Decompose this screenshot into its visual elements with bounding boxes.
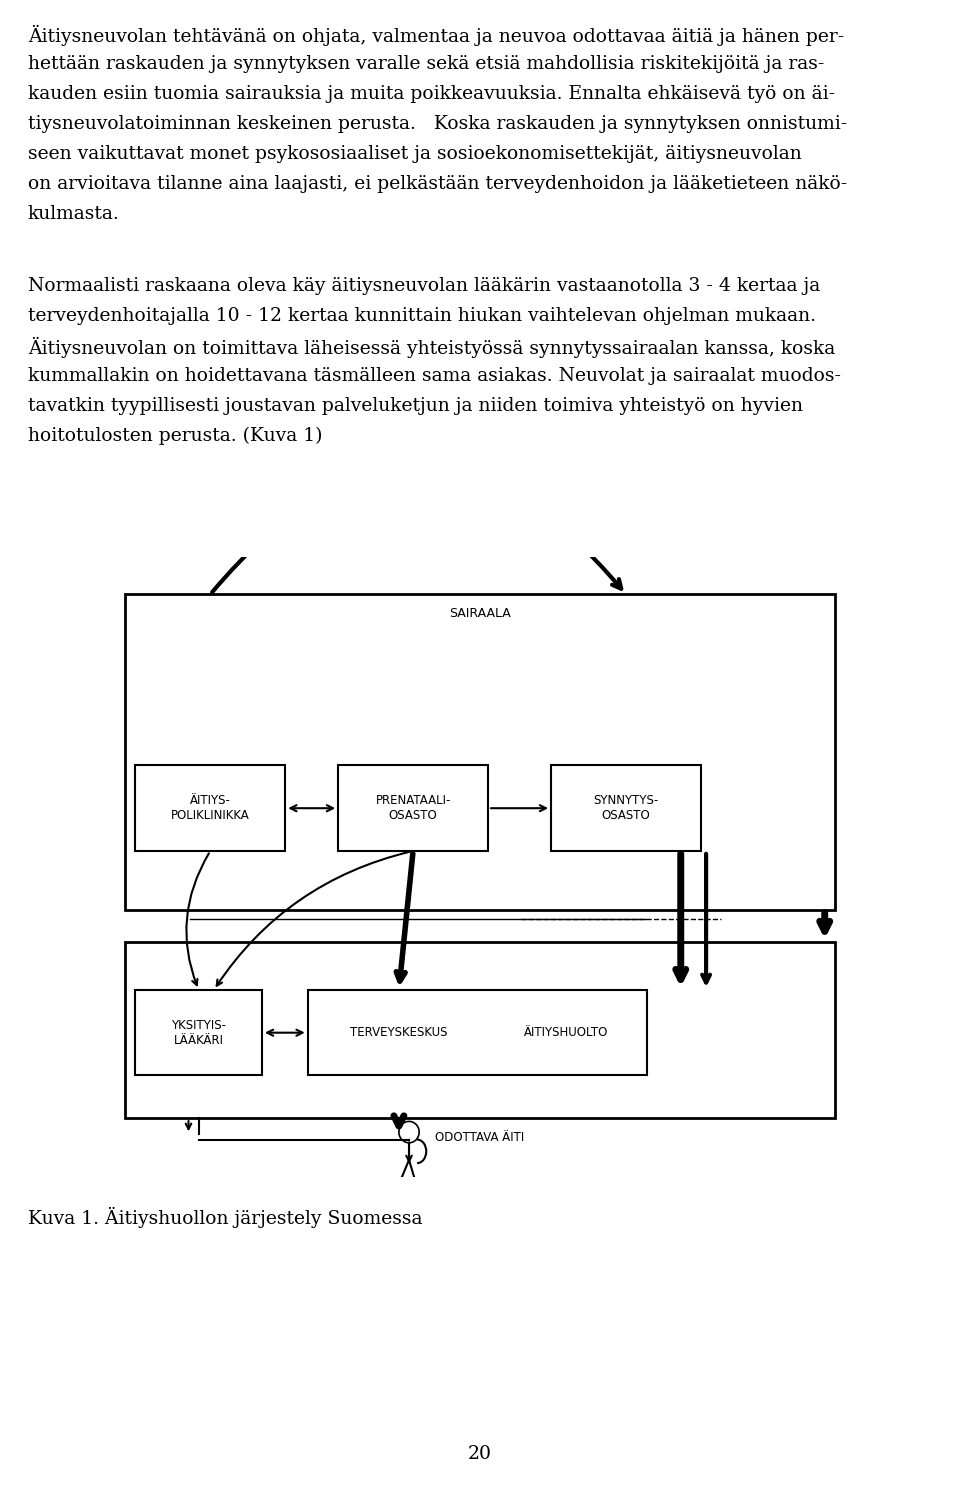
Bar bbox=[307, 990, 647, 1075]
Bar bbox=[135, 766, 285, 851]
Text: seen vaikuttavat monet psykososiaaliset ja sosioekonomisettekijät, äitiysneuvola: seen vaikuttavat monet psykososiaaliset … bbox=[28, 146, 802, 164]
Text: kulmasta.: kulmasta. bbox=[28, 205, 120, 223]
Bar bbox=[551, 766, 701, 851]
FancyArrowPatch shape bbox=[212, 468, 621, 592]
Text: Kuva 1. Äitiyshuollon järjestely Suomessa: Kuva 1. Äitiyshuollon järjestely Suomess… bbox=[28, 1207, 422, 1228]
Text: Normaalisti raskaana oleva käy äitiysneuvolan lääkärin vastaanotolla 3 - 4 kerta: Normaalisti raskaana oleva käy äitiysneu… bbox=[28, 277, 820, 294]
Text: hoitotulosten perusta. (Kuva 1): hoitotulosten perusta. (Kuva 1) bbox=[28, 427, 323, 445]
Text: Äitiysneuvolan on toimittava läheisessä yhteistyössä synnytyssairaalan kanssa, k: Äitiysneuvolan on toimittava läheisessä … bbox=[28, 338, 835, 358]
Text: hettään raskauden ja synnytyksen varalle sekä etsiä mahdollisia riskitekijöitä j: hettään raskauden ja synnytyksen varalle… bbox=[28, 55, 825, 73]
Bar bbox=[338, 766, 488, 851]
Text: kummallakin on hoidettavana täsmälleen sama asiakas. Neuvolat ja sairaalat muodo: kummallakin on hoidettavana täsmälleen s… bbox=[28, 367, 841, 385]
Text: ÄITIYS-
POLIKLINIKKA: ÄITIYS- POLIKLINIKKA bbox=[171, 794, 250, 822]
Circle shape bbox=[399, 1121, 420, 1144]
FancyArrowPatch shape bbox=[186, 854, 209, 986]
Text: terveydenhoitajalla 10 - 12 kertaa kunnittain hiukan vaihtelevan ohjelman mukaan: terveydenhoitajalla 10 - 12 kertaa kunni… bbox=[28, 306, 816, 326]
Text: Äitiysneuvolan tehtävänä on ohjata, valmentaa ja neuvoa odottavaa äitiä ja hänen: Äitiysneuvolan tehtävänä on ohjata, valm… bbox=[28, 25, 844, 46]
Text: ÄITIYSHUOLTO: ÄITIYSHUOLTO bbox=[524, 1026, 609, 1039]
Text: SYNNYTYS-
OSASTO: SYNNYTYS- OSASTO bbox=[593, 794, 659, 822]
Text: PRENATAALI-
OSASTO: PRENATAALI- OSASTO bbox=[375, 794, 451, 822]
Text: ODOTTAVA ÄITI: ODOTTAVA ÄITI bbox=[436, 1132, 524, 1144]
Text: SAIRAALA: SAIRAALA bbox=[449, 607, 511, 620]
Text: 20: 20 bbox=[468, 1445, 492, 1463]
Text: YKSITYIS-
LÄÄKÄRI: YKSITYIS- LÄÄKÄRI bbox=[171, 1019, 227, 1047]
FancyArrowPatch shape bbox=[217, 852, 410, 986]
FancyArrowPatch shape bbox=[185, 1121, 191, 1129]
Bar bbox=[135, 990, 262, 1075]
Text: kauden esiin tuomia sairauksia ja muita poikkeavuuksia. Ennalta ehkäisevä työ on: kauden esiin tuomia sairauksia ja muita … bbox=[28, 85, 835, 103]
Bar bbox=[125, 595, 835, 910]
Text: tiysneuvolatoiminnan keskeinen perusta.   Koska raskauden ja synnytyksen onnistu: tiysneuvolatoiminnan keskeinen perusta. … bbox=[28, 114, 848, 132]
Text: TERVEYSKESKUS: TERVEYSKESKUS bbox=[350, 1026, 447, 1039]
Text: tavatkin tyypillisesti joustavan palveluketjun ja niiden toimiva yhteistyö on hy: tavatkin tyypillisesti joustavan palvelu… bbox=[28, 397, 803, 415]
Bar bbox=[125, 941, 835, 1118]
Text: on arvioitava tilanne aina laajasti, ei pelkästään terveydenhoidon ja lääketiete: on arvioitava tilanne aina laajasti, ei … bbox=[28, 175, 848, 193]
